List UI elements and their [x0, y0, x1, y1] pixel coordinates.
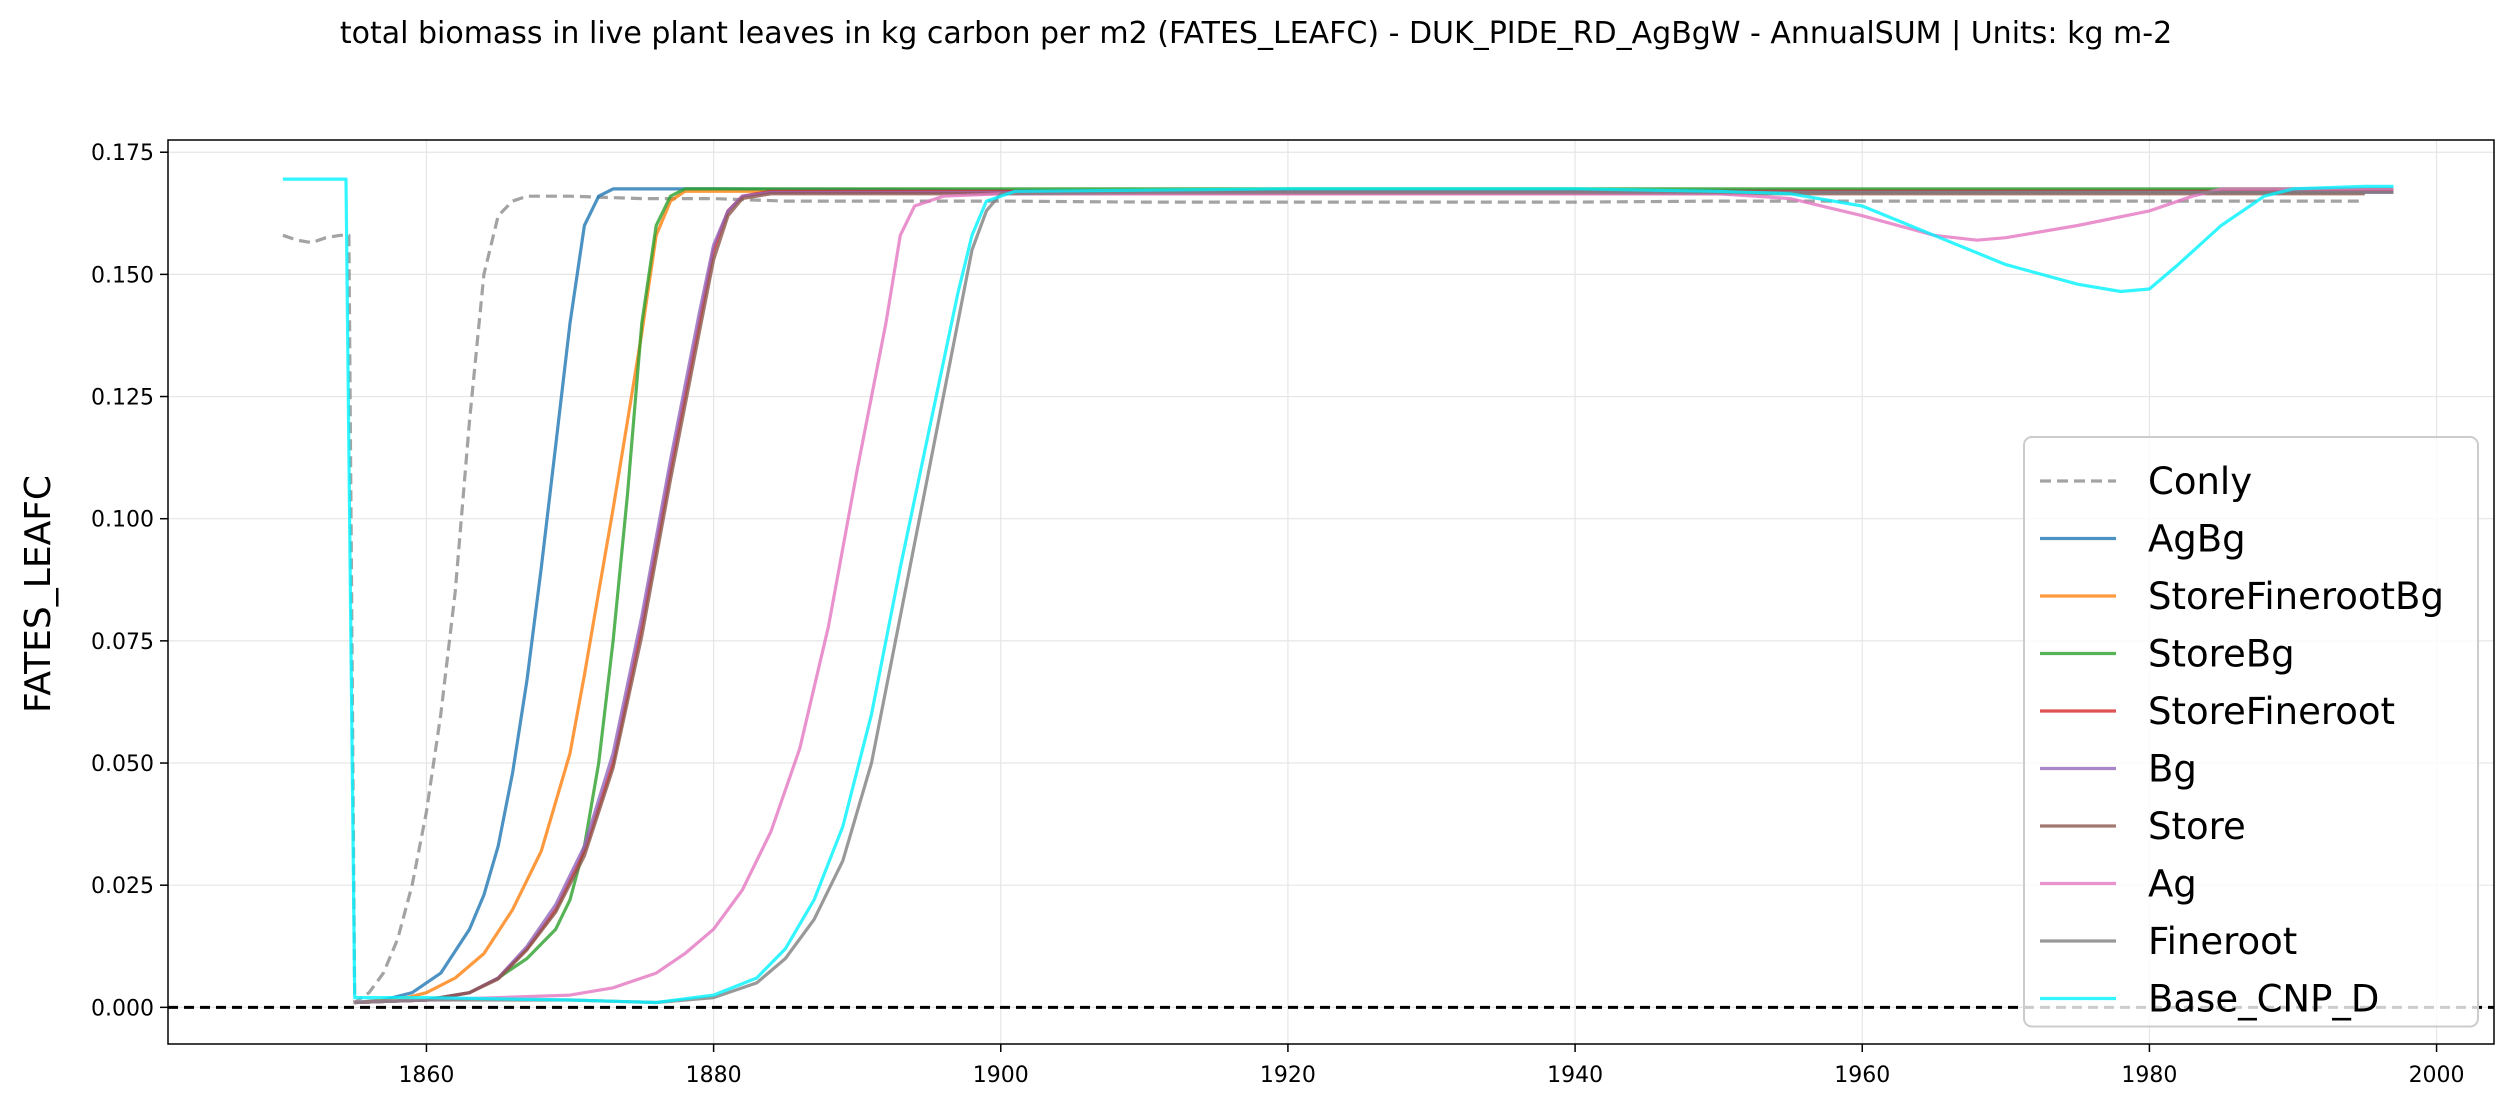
y-tick-label: 0.050 [91, 752, 154, 777]
x-axis-ticks: 1860 1880 1900 1920 1940 1960 1980 2000 [398, 1044, 2465, 1088]
x-tick-label: 1940 [1547, 1063, 1603, 1088]
series-line-base-cnp-d [282, 177, 2394, 1005]
chart-title: total biomass in live plant leaves in kg… [340, 16, 2172, 51]
y-axis-label: FATES_LEAFC [18, 475, 59, 713]
y-tick-label: 0.025 [91, 874, 154, 899]
series-line-ag [354, 187, 2394, 1005]
series-layer [282, 177, 2394, 1005]
legend-label: Bg [2148, 748, 2197, 791]
x-tick-label: 1900 [973, 1063, 1029, 1088]
legend-label: StoreFineroot [2148, 690, 2395, 733]
legend-label: Fineroot [2148, 920, 2297, 963]
plot-area-frame [167, 139, 2495, 1045]
y-tick-label: 0.075 [91, 630, 154, 655]
x-tick-label: 1920 [1260, 1063, 1316, 1088]
y-tick-label: 0.150 [91, 263, 154, 288]
y-axis-ticks: 0.000 0.025 0.050 0.075 0.100 0.125 0.150 0.175 [91, 141, 168, 1021]
legend-label: StoreBg [2148, 633, 2295, 676]
x-tick-label: 2000 [2409, 1063, 2465, 1088]
legend-label: Conly [2148, 460, 2252, 503]
legend-label: AgBg [2148, 518, 2246, 561]
legend-label: Store [2148, 805, 2246, 848]
series-line-store [354, 192, 2365, 1005]
legend-box [2023, 436, 2479, 1028]
y-tick-label: 0.000 [91, 996, 154, 1021]
y-tick-label: 0.175 [91, 141, 154, 166]
legend: ConlyAgBgStoreFinerootBgStoreBgStoreFine… [2023, 436, 2479, 1028]
legend-label: StoreFinerootBg [2148, 575, 2444, 618]
series-line-storefinerootbg [354, 189, 2394, 1005]
y-tick-label: 0.100 [91, 508, 154, 533]
legend-label: Base_CNP_D [2148, 978, 2379, 1021]
x-tick-label: 1880 [686, 1063, 742, 1088]
x-tick-label: 1980 [2121, 1063, 2177, 1088]
x-tick-label: 1960 [1834, 1063, 1890, 1088]
legend-label: Ag [2148, 863, 2197, 906]
x-tick-label: 1860 [398, 1063, 454, 1088]
y-tick-label: 0.125 [91, 386, 154, 411]
